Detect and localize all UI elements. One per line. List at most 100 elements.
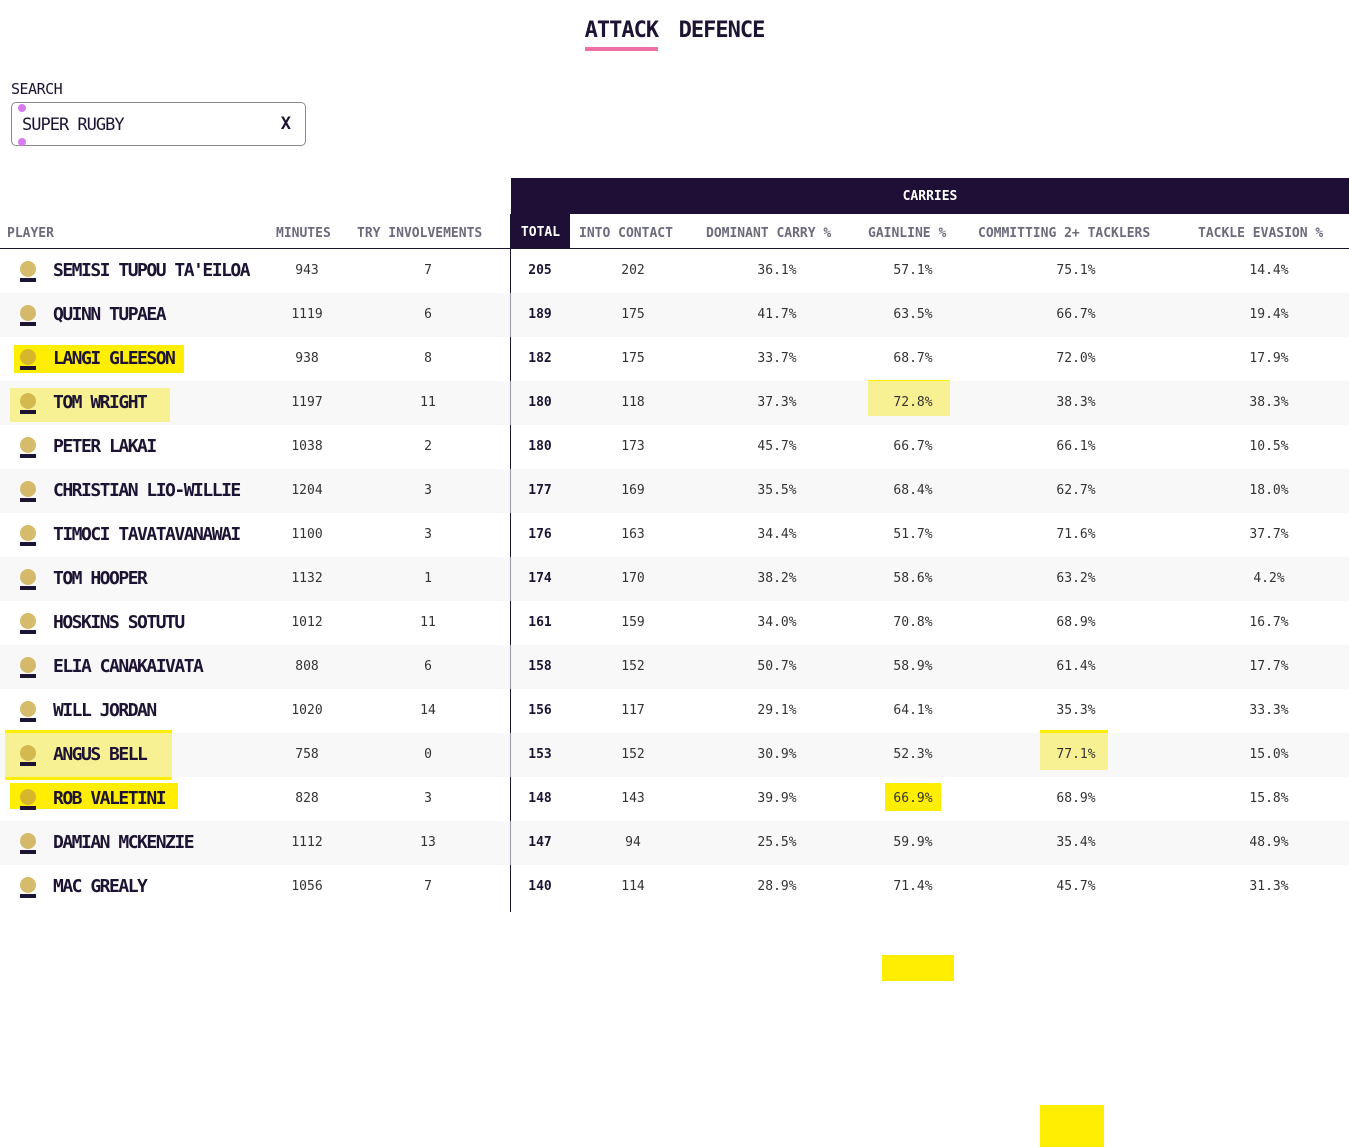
cell-try: 3 [424,483,432,498]
player-name[interactable]: TOM HOOPER [53,568,148,589]
table-row[interactable]: ELIA CANAKAIVATA 808 6 158 152 50.7% 58.9% 61.4… [0,645,1349,689]
cell-try: 11 [420,395,436,410]
player-name[interactable]: DAMIAN MCKENZIE [53,832,195,853]
player-name[interactable]: SEMISI TUPOU TA'EILOA [53,260,251,281]
cell-total: 161 [528,615,552,630]
player-name[interactable]: ROB VALETINI [53,788,167,809]
player-name[interactable]: LANGI GLEESON [53,348,176,369]
highlight-mark-name [10,783,178,809]
cell-minutes: 1112 [291,835,323,850]
highlight-mark-name [14,345,184,373]
chiefs-logo-icon [14,301,42,329]
cell-contact: 118 [621,395,645,410]
cell-try: 3 [424,791,432,806]
table-row[interactable]: TOM WRIGHT 1197 11 180 118 37.3% 72.8% 38.3% 38.… [0,381,1349,425]
cell-total: 148 [528,791,552,806]
col-minutes[interactable]: MINUTES [276,226,331,241]
cell-minutes: 1038 [291,439,323,454]
clear-search-button[interactable]: X [280,114,291,134]
cell-committing: 63.2% [1056,571,1096,586]
table-row[interactable]: CHRISTIAN LIO-WILLIE 1204 3 177 169 35.5% 68.4… [0,469,1349,513]
table-header: PLAYER MINUTES TRY INVOLVEMENTS TOTAL IN… [0,214,1349,249]
cell-dominant: 36.1% [757,263,797,278]
cell-committing: 35.3% [1056,703,1096,718]
cell-evasion: 18.0% [1249,483,1289,498]
player-name[interactable]: QUINN TUPAEA [53,304,167,325]
cell-gainline: 66.9% [893,791,933,806]
cell-minutes: 1100 [291,527,323,542]
cell-total: 177 [528,483,552,498]
cell-minutes: 1204 [291,483,323,498]
cell-committing: 77.1% [1056,747,1096,762]
table-row[interactable]: SEMISI TUPOU TA'EILOA 943 7 205 202 36.1% 57.1… [0,249,1349,293]
search-input[interactable]: SUPER RUGBY X [11,102,306,146]
cell-dominant: 37.3% [757,395,797,410]
search-label: SEARCH [11,80,63,98]
force-logo-icon [14,873,42,901]
brumbies-logo-icon [14,389,42,417]
player-name[interactable]: TIMOCI TAVATAVANAWAI [53,524,241,545]
cell-total: 182 [528,351,552,366]
tab-defence[interactable]: DEFENCE [678,18,766,43]
table-row[interactable]: TOM HOOPER 1132 1 174 170 38.2% 58.6% 63.2% 4.2% [0,557,1349,601]
cursor-handle-bottom-icon [18,138,26,146]
cell-evasion: 33.3% [1249,703,1289,718]
table-row[interactable]: MAC GREALY 1056 7 140 114 28.9% 71.4% 45.7% 31.3… [0,865,1349,909]
cell-committing: 71.6% [1056,527,1096,542]
table-row[interactable]: DAMIAN MCKENZIE 1112 13 147 94 25.5% 59.9% 35.4… [0,821,1349,865]
cell-dominant: 35.5% [757,483,797,498]
cell-committing: 38.3% [1056,395,1096,410]
cell-evasion: 17.9% [1249,351,1289,366]
cell-total: 189 [528,307,552,322]
col-committing[interactable]: COMMITTING 2+ TACKLERS [978,226,1151,241]
cell-committing: 68.9% [1056,615,1096,630]
player-name[interactable]: WILL JORDAN [53,700,157,721]
cell-total: 158 [528,659,552,674]
table-row[interactable]: WILL JORDAN 1020 14 156 117 29.1% 64.1% 35.3% 33… [0,689,1349,733]
col-gainline[interactable]: GAINLINE % [868,226,947,241]
player-name[interactable]: MAC GREALY [53,876,148,897]
table-row[interactable]: TIMOCI TAVATAVANAWAI 1100 3 176 163 34.4% 51.7… [0,513,1349,557]
table-row[interactable]: HOSKINS SOTUTU 1012 11 161 159 34.0% 70.8% 68.9… [0,601,1349,645]
table-row[interactable]: PETER LAKAI 1038 2 180 173 45.7% 66.7% 66.1% 10.… [0,425,1349,469]
cell-committing: 66.1% [1056,439,1096,454]
cell-total: 205 [528,263,552,278]
cell-gainline: 63.5% [893,307,933,322]
player-name[interactable]: CHRISTIAN LIO-WILLIE [53,480,241,501]
cell-contact: 202 [621,263,645,278]
player-name[interactable]: HOSKINS SOTUTU [53,612,185,633]
table-row[interactable]: ROB VALETINI 828 3 148 143 39.9% 66.9% 68.9% 15.… [0,777,1349,821]
col-try-involvements[interactable]: TRY INVOLVEMENTS [357,226,483,241]
cell-evasion: 15.8% [1249,791,1289,806]
cell-gainline: 51.7% [893,527,933,542]
cell-try: 7 [424,879,432,894]
cell-total: 147 [528,835,552,850]
tab-attack[interactable]: ATTACK [584,18,659,51]
cell-evasion: 37.7% [1249,527,1289,542]
moana-pasifika-logo-icon [14,257,42,285]
player-name[interactable]: TOM WRIGHT [53,392,148,413]
table-row[interactable]: LANGI GLEESON 938 8 182 175 33.7% 68.7% 72.0% 17… [0,337,1349,381]
table-row[interactable]: QUINN TUPAEA 1119 6 189 175 41.7% 63.5% 66.7% 19… [0,293,1349,337]
view-tabs: ATTACK DEFENCE [0,18,1349,51]
cell-dominant: 34.0% [757,615,797,630]
col-total[interactable]: TOTAL [511,214,570,248]
cell-minutes: 1119 [291,307,323,322]
player-name[interactable]: ELIA CANAKAIVATA [53,656,204,677]
player-name[interactable]: ANGUS BELL [53,744,148,765]
cell-committing: 75.1% [1056,263,1096,278]
cell-dominant: 30.9% [757,747,797,762]
col-player[interactable]: PLAYER [7,226,54,241]
table-row[interactable]: ANGUS BELL 758 0 153 152 30.9% 52.3% 77.1% 15.0% [0,733,1349,777]
cell-total: 156 [528,703,552,718]
cell-gainline: 68.4% [893,483,933,498]
player-name[interactable]: PETER LAKAI [53,436,157,457]
col-into-contact[interactable]: INTO CONTACT [579,226,673,241]
col-tackle-evasion[interactable]: TACKLE EVASION % [1198,226,1324,241]
col-dominant-carry[interactable]: DOMINANT CARRY % [706,226,832,241]
cell-minutes: 938 [295,351,319,366]
cell-evasion: 10.5% [1249,439,1289,454]
cell-evasion: 4.2% [1253,571,1285,586]
cell-total: 153 [528,747,552,762]
search-value: SUPER RUGBY [22,115,125,135]
